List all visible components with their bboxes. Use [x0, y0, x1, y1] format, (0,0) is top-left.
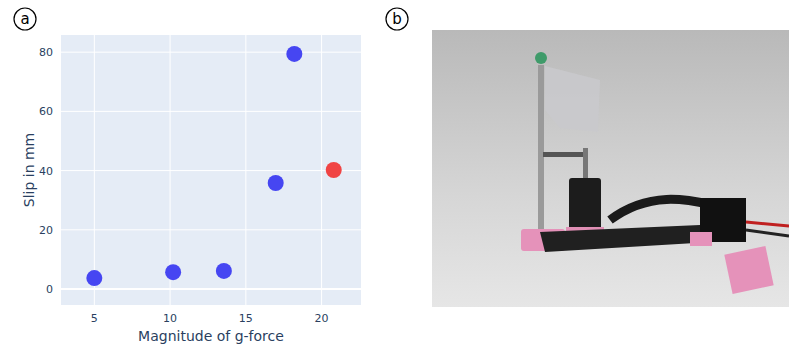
foot — [724, 246, 773, 294]
x-tick-label: 10 — [163, 312, 177, 325]
grid-line — [94, 35, 95, 305]
grid-line — [61, 229, 361, 230]
grid-line — [61, 288, 361, 290]
x-tick-label: 20 — [315, 312, 329, 325]
point — [286, 46, 302, 62]
grid-line — [321, 35, 322, 305]
point — [86, 270, 102, 286]
x-tick-label: 15 — [239, 312, 253, 325]
point — [268, 175, 284, 191]
paper-flag — [545, 66, 600, 132]
shaft — [583, 148, 588, 178]
x-axis-title: Magnitude of g-force — [138, 328, 284, 344]
base-beam — [540, 225, 712, 252]
grid-line — [61, 111, 361, 112]
grid-line — [245, 35, 246, 305]
photo-background — [432, 30, 789, 307]
y-tick-label: 60 — [39, 105, 53, 118]
grid-line — [61, 52, 361, 53]
tip — [535, 52, 547, 64]
point — [326, 162, 342, 178]
y-tick-label: 40 — [39, 165, 53, 178]
panel-label-circle — [386, 8, 408, 30]
foot — [690, 232, 712, 246]
point — [165, 264, 181, 280]
panel-label: b — [392, 10, 402, 28]
points — [86, 46, 341, 286]
y-tick-label: 20 — [39, 224, 53, 237]
photo — [432, 30, 789, 307]
motor — [569, 178, 601, 230]
canvas: a b 5 10 15 20 0 20 40 60 80 Magnitude of g-force Sl… — [0, 0, 789, 348]
wire — [746, 222, 789, 226]
y-tick-label: 0 — [46, 283, 53, 296]
point — [216, 263, 232, 279]
plot-background — [61, 35, 361, 305]
panel-label-circle — [14, 8, 36, 30]
grid-line — [61, 170, 361, 171]
panel-label: a — [20, 10, 29, 28]
grid-line — [170, 35, 171, 305]
y-axis-title: Slip in mm — [21, 133, 37, 208]
wire — [746, 230, 789, 236]
cable — [610, 199, 712, 220]
figure: a b 5 10 15 20 0 20 40 60 80 Magnitude of g-force Sl… — [0, 0, 789, 348]
y-tick-label: 80 — [39, 46, 53, 59]
x-tick-label: 5 — [91, 312, 98, 325]
arm — [543, 152, 585, 157]
